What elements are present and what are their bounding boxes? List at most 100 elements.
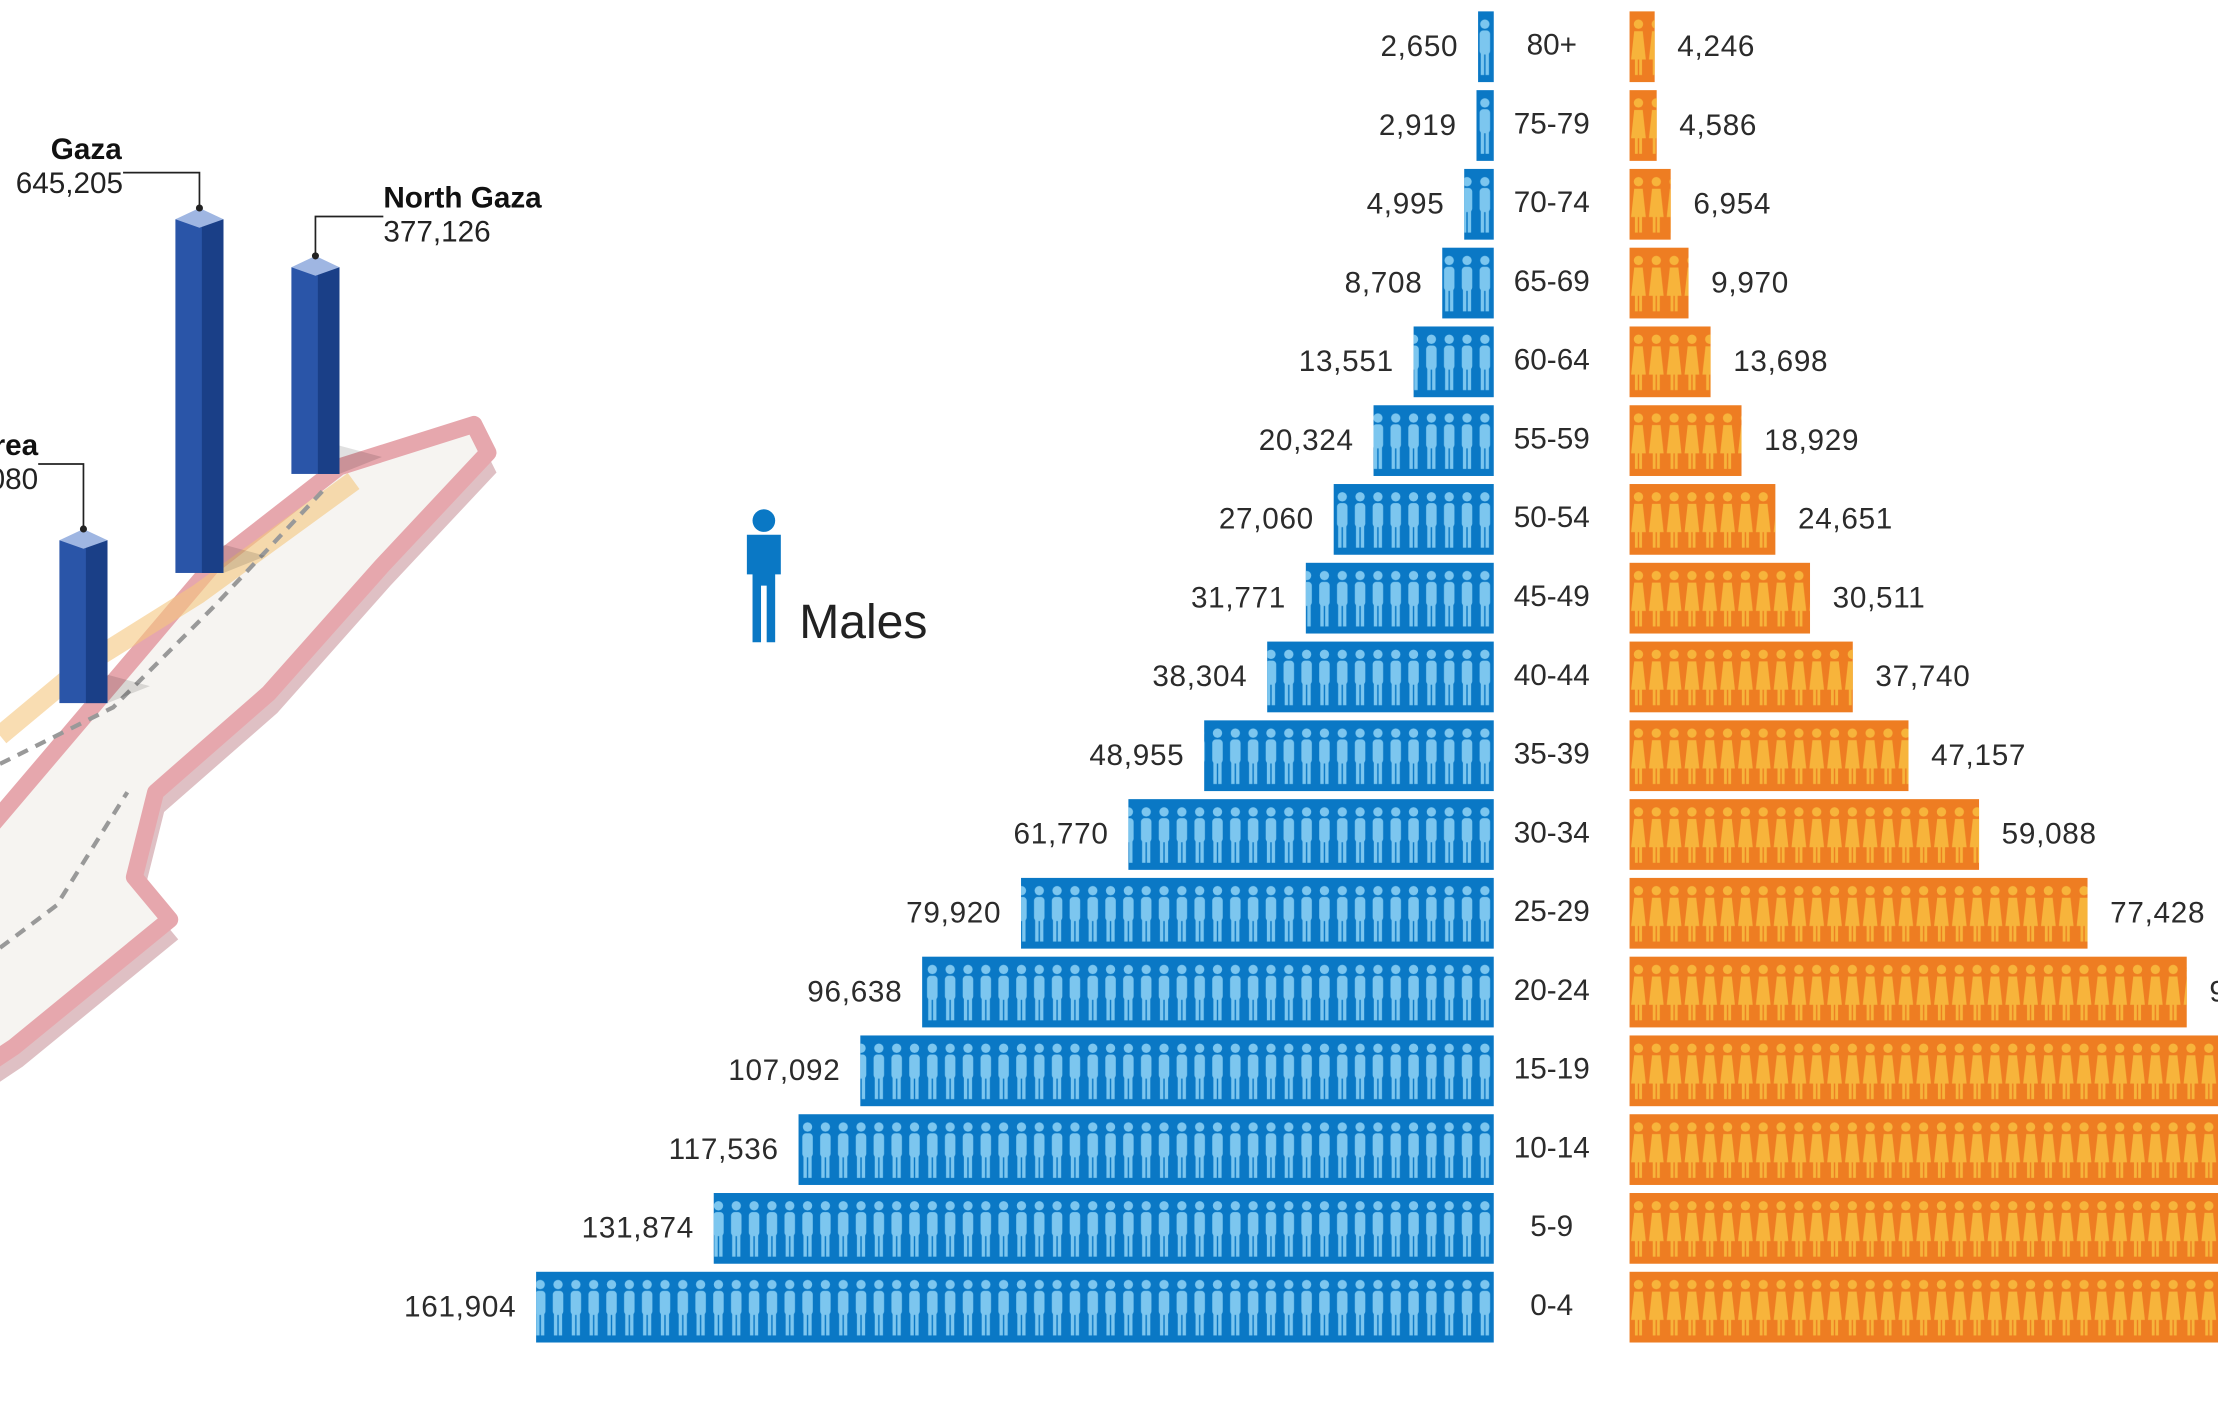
bar-icons [1629,405,1742,476]
bar-icons [1629,326,1711,398]
value-label: 4,586 [1679,109,1757,142]
bar-icons [1629,484,1776,555]
region-value: 377,126 [383,215,490,248]
value-label: 77,428 [2110,897,2205,930]
bar-icons [1305,562,1494,634]
value-label: 38,304 [1152,660,1247,693]
bar-top [59,528,108,549]
legend-label: Males [799,595,927,649]
bar-icons [1629,168,1671,240]
bar-icons [1629,1193,2218,1264]
age-label: 30-34 [1514,816,1590,849]
value-label: 131,874 [582,1212,694,1245]
value-label: 20,324 [1259,424,1354,457]
value-label: 2,919 [1379,109,1457,142]
leader-dot [195,204,203,212]
bar-icons [1204,720,1494,792]
value-label: 4,995 [1367,188,1445,221]
region-value: 297,080 [0,463,38,496]
age-label: 25-29 [1514,895,1590,928]
age-label: 50-54 [1514,501,1590,534]
value-label: 13,698 [1733,345,1828,378]
bar-icons [922,956,1494,1028]
bar-icons [1464,168,1494,240]
age-label: 45-49 [1514,580,1590,613]
value-label: 31,771 [1191,581,1286,614]
bar-icons [1629,1271,2218,1343]
bar-icons [1476,90,1494,161]
age-label: 5-9 [1530,1210,1573,1243]
bar-top [291,255,340,276]
bar-icons [1267,641,1494,713]
value-label: 94,200 [2209,975,2218,1008]
bar-icons [798,1114,1494,1185]
legend-icon [752,509,776,532]
bar-icons [1629,877,2088,949]
bar-icons [1629,247,1689,319]
age-label: 20-24 [1514,974,1590,1007]
bar-icons [1629,720,1909,792]
bar-icons [1629,562,1811,634]
age-label: 15-19 [1514,1053,1590,1086]
value-label: 18,929 [1764,424,1859,457]
bar-icons [1629,956,2187,1028]
region-name: North Gaza [383,181,542,214]
value-label: 61,770 [1014,818,1109,851]
age-label: 75-79 [1514,107,1590,140]
value-label: 161,904 [404,1290,516,1323]
males-legend: Males [746,509,927,649]
bar-icons [713,1193,1494,1264]
legend-icon [746,534,781,643]
region-value: 645,205 [16,167,123,200]
value-label: 117,536 [669,1133,779,1166]
value-label: 59,088 [2002,818,2097,851]
value-label: 6,954 [1693,188,1771,221]
value-label: 13,551 [1299,345,1394,378]
bar-side [317,267,340,474]
bar-icons [1478,11,1494,83]
bar-icons [1629,799,1980,870]
bar-icons [1373,405,1494,476]
value-label: 47,157 [1931,739,2026,772]
age-label: 60-64 [1514,344,1590,377]
leader-line [314,215,384,256]
value-label: 8,708 [1345,266,1423,299]
leader-line [123,171,201,208]
bar-icons [860,1035,1494,1107]
age-label: 0-4 [1530,1289,1573,1322]
age-label: 35-39 [1514,738,1590,771]
bar-side [85,540,108,704]
bar-icons [1413,326,1494,398]
value-label: 37,740 [1875,660,1970,693]
region-name: Middle Area [0,429,39,462]
age-label: 10-14 [1514,1131,1590,1164]
age-label: 70-74 [1514,186,1590,219]
value-label: 30,511 [1833,581,1926,614]
value-label: 2,650 [1380,30,1458,63]
bar-icons [1442,247,1494,319]
bar-icons [536,1271,1494,1343]
region-name: Gaza [51,133,122,166]
bar-icons [1629,641,1853,713]
bar-icons [1128,799,1494,870]
bar-icons [1629,11,1655,83]
value-label: 9,970 [1711,266,1789,299]
leader-dot [311,252,319,260]
bar-icons [1629,90,1657,161]
bar-icons [1629,1114,2218,1185]
bar-icons [1021,877,1494,949]
value-label: 48,955 [1089,739,1184,772]
leader-line [38,463,85,529]
value-label: 79,920 [906,897,1001,930]
value-label: 107,092 [728,1054,840,1087]
value-label: 4,246 [1677,30,1755,63]
value-label: 27,060 [1219,503,1314,536]
bar-top [175,207,224,228]
age-label: 40-44 [1514,659,1590,692]
bar-icons [1629,1035,2218,1107]
age-label: 80+ [1527,29,1577,62]
value-label: 24,651 [1798,503,1893,536]
value-label: 96,638 [807,975,902,1008]
